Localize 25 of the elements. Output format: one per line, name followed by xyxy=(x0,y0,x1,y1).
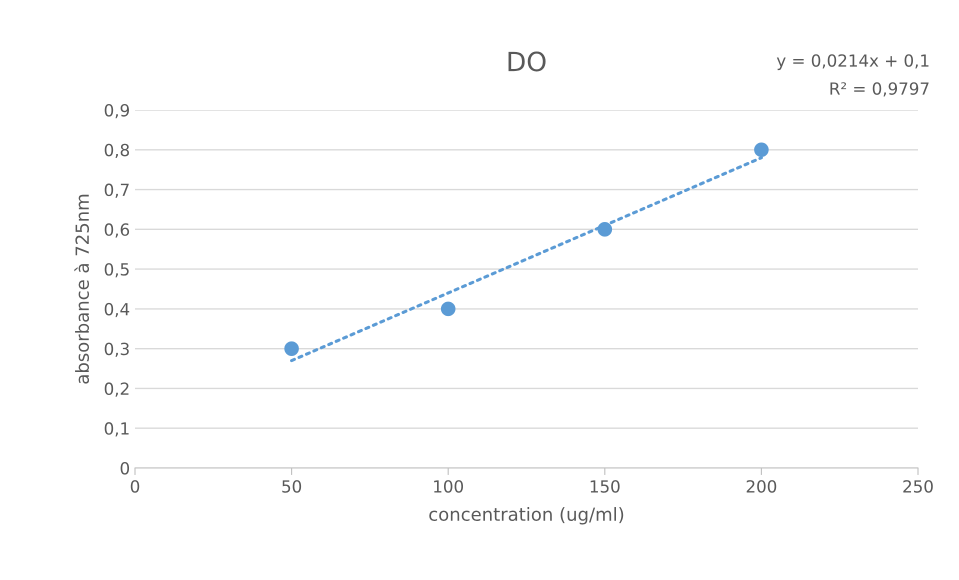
y-tick-label: 0,3 xyxy=(104,342,129,357)
point xyxy=(440,302,456,316)
text: y = 0,0214x + 0,1 xyxy=(776,54,928,70)
x-tick-label: 200 xyxy=(746,480,776,493)
text: R² = 0,9797 xyxy=(830,82,929,97)
x-tick-label: 250 xyxy=(903,480,933,493)
x-tick-label: 0 xyxy=(130,480,140,493)
x-tick-label: 150 xyxy=(590,480,620,493)
x-axis-title: concentration (ug/ml) xyxy=(429,507,624,525)
y-tick-label: 0,7 xyxy=(104,184,129,198)
chart-title: DO xyxy=(508,52,546,72)
y-tick-label: 0,2 xyxy=(104,382,128,397)
x-tick-label: 50 xyxy=(282,480,302,493)
y-tick-label: 0 xyxy=(120,462,130,475)
y-tick-label: 0,9 xyxy=(104,104,129,118)
y-tick-label: 0,5 xyxy=(104,263,129,278)
x-tick-label: 100 xyxy=(434,480,463,493)
y-tick-label: 0,4 xyxy=(104,302,130,318)
y-axis-title: absorbance à 725nm xyxy=(74,194,90,384)
point xyxy=(284,341,299,356)
point xyxy=(598,222,612,237)
y-tick-label: 0,6 xyxy=(104,223,130,238)
y-tick-label: 0,8 xyxy=(104,144,129,158)
y-tick-label: 0,1 xyxy=(104,422,129,436)
point xyxy=(754,142,769,158)
